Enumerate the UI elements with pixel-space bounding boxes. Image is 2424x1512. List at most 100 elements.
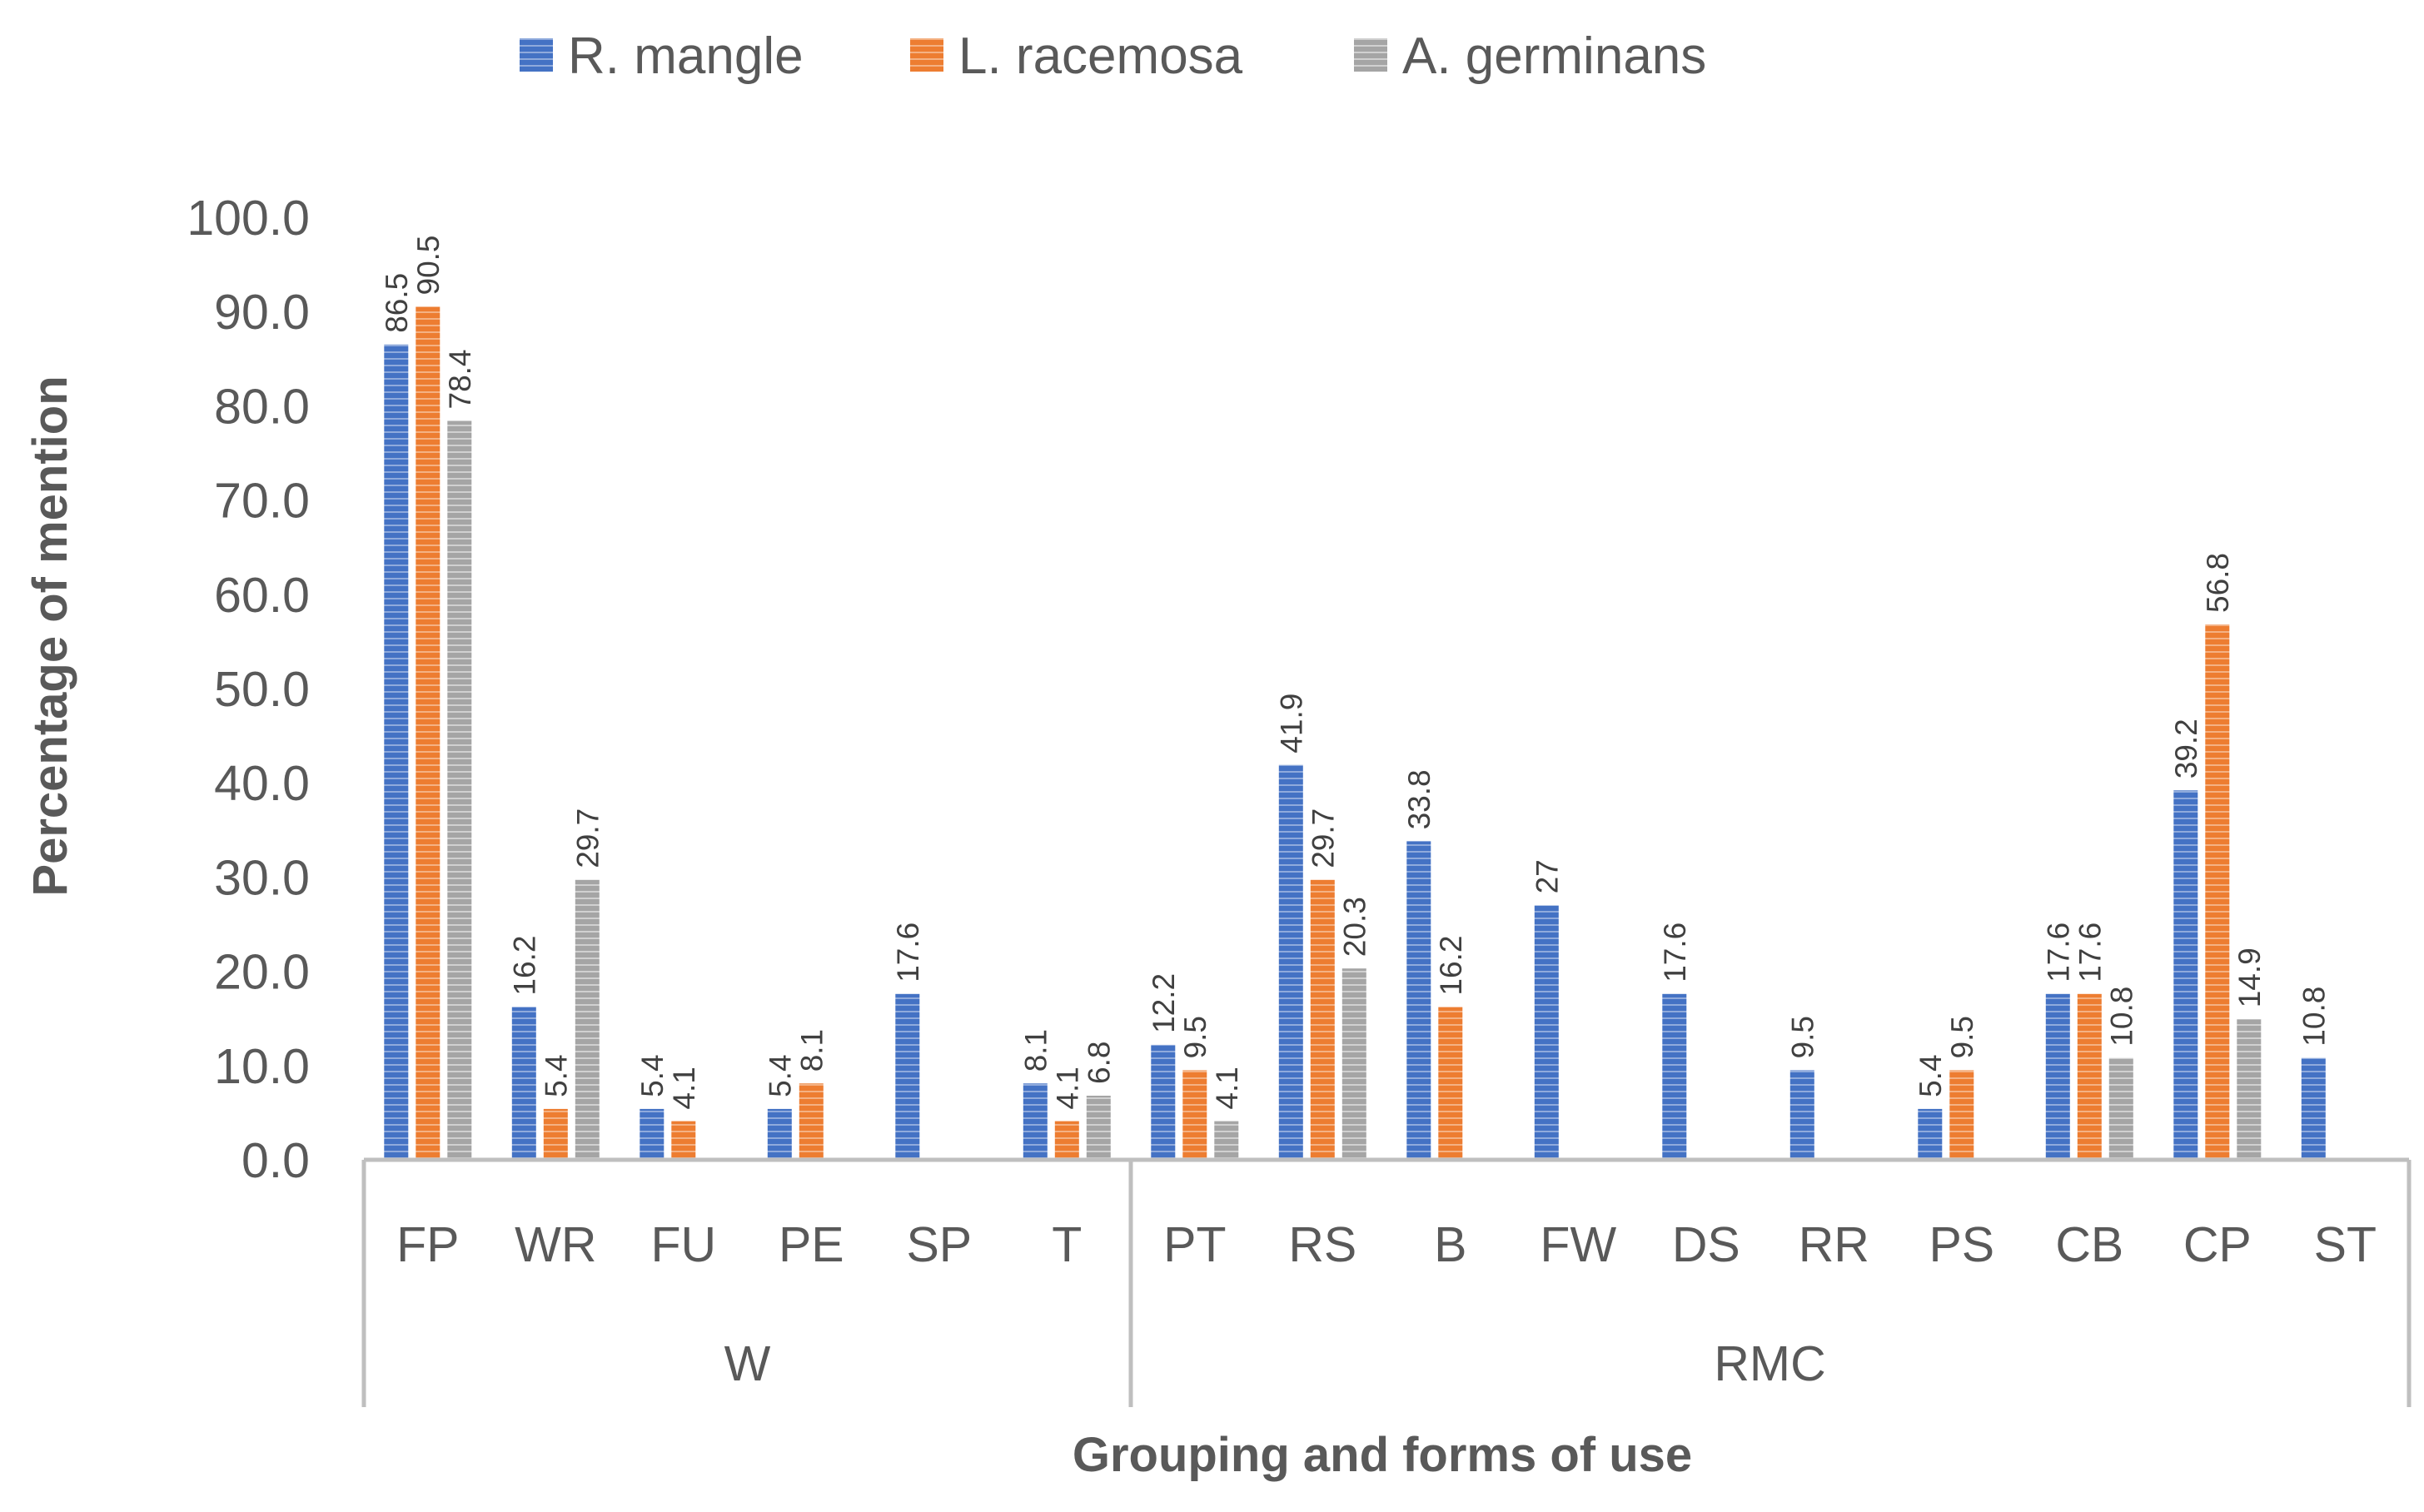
data-label-l-racemosa-cb: 17.6	[2073, 923, 2107, 982]
data-label-l-racemosa-pt: 9.5	[1178, 1016, 1212, 1058]
bar-r-mangle-fp	[384, 344, 409, 1160]
bar-a-germinans-rs	[1341, 968, 1366, 1160]
category-label-rr: RR	[1799, 1217, 1869, 1272]
bar-r-mangle-wr	[511, 1007, 536, 1160]
data-label-a-germinans-fp: 78.4	[443, 349, 477, 409]
bar-r-mangle-fw	[1534, 905, 1559, 1160]
y-tick-label: 40.0	[214, 756, 310, 811]
category-label-wr: WR	[515, 1217, 596, 1272]
category-label-t: T	[1052, 1217, 1082, 1272]
bar-r-mangle-st	[2301, 1057, 2326, 1160]
data-label-r-mangle-rr: 9.5	[1785, 1016, 1819, 1058]
y-tick-label: 10.0	[214, 1039, 310, 1094]
data-label-a-germinans-cb: 10.8	[2104, 987, 2138, 1047]
data-label-l-racemosa-cp: 56.8	[2201, 553, 2235, 613]
data-label-r-mangle-ds: 17.6	[1658, 923, 1692, 982]
data-label-r-mangle-cb: 17.6	[2041, 923, 2075, 982]
bar-l-racemosa-fu	[671, 1121, 696, 1160]
bar-r-mangle-cp	[2173, 790, 2198, 1160]
data-label-r-mangle-fp: 86.5	[380, 273, 414, 333]
data-label-r-mangle-st: 10.8	[2297, 987, 2331, 1047]
data-label-r-mangle-fw: 27	[1530, 859, 1564, 893]
category-label-st: ST	[2314, 1217, 2377, 1272]
bar-r-mangle-pe	[767, 1108, 792, 1160]
y-axis-title: Percentage of mention	[23, 376, 77, 896]
category-label-pe: PE	[779, 1217, 844, 1272]
bar-a-germinans-fp	[447, 420, 472, 1160]
data-label-l-racemosa-fu: 4.1	[667, 1067, 701, 1109]
y-axis-ticks: 0.0 10.0 20.0 30.0 40.0 50.0 60.0 70.0 80.0 90.0 1…	[187, 191, 310, 1188]
bar-r-mangle-t	[1023, 1083, 1048, 1160]
bar-r-mangle-sp	[895, 993, 920, 1160]
y-tick-label: 50.0	[214, 662, 310, 717]
data-label-r-mangle-b: 33.8	[1402, 769, 1436, 829]
bar-l-racemosa-fp	[416, 306, 441, 1160]
bar-a-germinans-cp	[2237, 1019, 2262, 1160]
y-tick-label: 30.0	[214, 850, 310, 905]
legend-swatch-r-mangle	[520, 38, 553, 72]
category-label-cb: CB	[2055, 1217, 2123, 1272]
bar-l-racemosa-ps	[1949, 1070, 1974, 1160]
bar-l-racemosa-b	[1438, 1007, 1463, 1160]
y-tick-label: 0.0	[241, 1133, 310, 1188]
category-label-ds: DS	[1672, 1217, 1740, 1272]
y-tick-label: 20.0	[214, 945, 310, 1000]
legend-label-a-germinans: A. germinans	[1402, 27, 1706, 85]
data-label-r-mangle-fu: 5.4	[635, 1054, 669, 1097]
bar-l-racemosa-pt	[1182, 1070, 1207, 1160]
bar-r-mangle-ps	[1918, 1108, 1943, 1160]
category-label-fp: FP	[396, 1217, 459, 1272]
bar-r-mangle-b	[1406, 841, 1431, 1160]
bar-r-mangle-rr	[1789, 1070, 1814, 1160]
bar-l-racemosa-cp	[2205, 624, 2230, 1160]
data-label-l-racemosa-b: 16.2	[1434, 936, 1468, 996]
bar-a-germinans-t	[1086, 1096, 1111, 1160]
category-label-b: B	[1434, 1217, 1466, 1272]
bar-r-mangle-fu	[640, 1108, 664, 1160]
data-label-r-mangle-cp: 39.2	[2169, 719, 2203, 778]
data-label-l-racemosa-t: 4.1	[1050, 1067, 1084, 1109]
bar-a-germinans-cb	[2108, 1057, 2133, 1160]
category-axis-frame	[361, 1157, 2412, 1407]
bar-l-racemosa-cb	[2077, 993, 2102, 1160]
bar-r-mangle-ds	[1662, 993, 1687, 1160]
data-label-a-germinans-rs: 20.3	[1337, 897, 1371, 957]
data-label-l-racemosa-fp: 90.5	[411, 235, 445, 295]
data-labels: 86.590.578.416.25.429.75.44.1 5.48.117.68…	[380, 235, 2332, 1109]
data-label-r-mangle-t: 8.1	[1018, 1029, 1053, 1072]
bar-l-racemosa-wr	[543, 1108, 568, 1160]
legend-label-r-mangle: R. mangle	[568, 27, 804, 85]
data-label-r-mangle-rs: 41.9	[1274, 694, 1308, 754]
group-label-w: W	[724, 1336, 771, 1391]
category-label-fu: FU	[650, 1217, 716, 1272]
y-tick-label: 80.0	[214, 379, 310, 434]
category-label-fw: FW	[1540, 1217, 1616, 1272]
bar-l-racemosa-rs	[1310, 879, 1335, 1160]
legend-swatch-l-racemosa	[910, 38, 943, 72]
data-label-a-germinans-cp: 14.9	[2232, 947, 2267, 1007]
data-label-a-germinans-wr: 29.7	[570, 808, 605, 868]
legend-swatch-a-germinans	[1354, 38, 1387, 72]
data-label-l-racemosa-wr: 5.4	[539, 1054, 573, 1097]
x-axis-title: Grouping and forms of use	[1073, 1428, 1692, 1482]
bar-l-racemosa-t	[1054, 1121, 1079, 1160]
bar-r-mangle-pt	[1151, 1044, 1176, 1160]
category-label-ps: PS	[1929, 1217, 1994, 1272]
bar-a-germinans-wr	[575, 879, 600, 1160]
category-label-rs: RS	[1288, 1217, 1356, 1272]
data-label-a-germinans-pt: 4.1	[1210, 1067, 1244, 1109]
y-tick-label: 100.0	[187, 191, 310, 246]
legend-label-l-racemosa: L. racemosa	[958, 27, 1243, 85]
bar-series	[384, 306, 2326, 1160]
bar-r-mangle-cb	[2045, 993, 2070, 1160]
group-label-rmc: RMC	[1714, 1336, 1825, 1391]
data-label-l-racemosa-ps: 9.5	[1945, 1016, 1979, 1058]
legend: R. mangle L. racemosa A. germinans	[520, 27, 1706, 85]
y-tick-label: 70.0	[214, 474, 310, 529]
y-tick-label: 60.0	[214, 568, 310, 623]
data-label-l-racemosa-pe: 8.1	[794, 1029, 829, 1072]
group-labels: W RMC	[724, 1336, 1826, 1391]
data-label-r-mangle-sp: 17.6	[891, 923, 925, 982]
category-labels: FP WR FU PE SP T PT RS B FW DS RR PS CB CP ST	[396, 1217, 2377, 1272]
